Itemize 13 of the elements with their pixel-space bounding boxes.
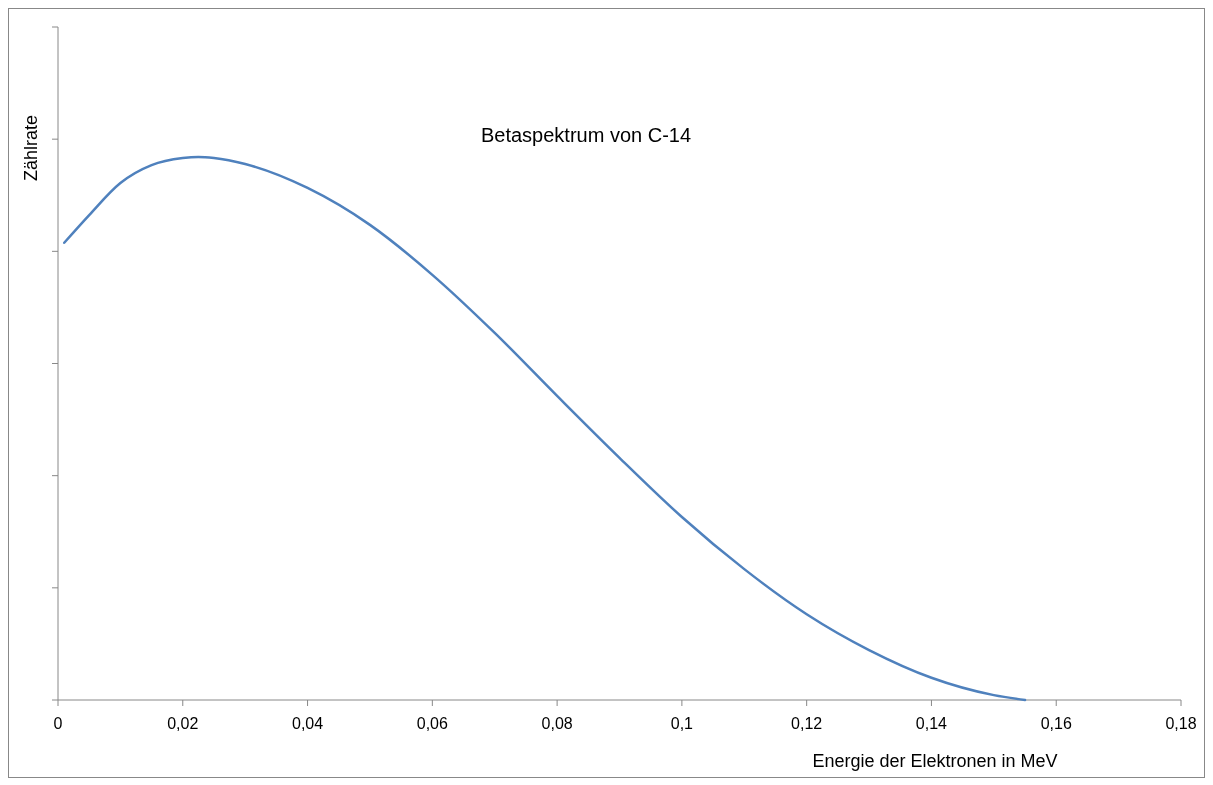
- x-tick-label: 0,14: [915, 715, 948, 732]
- x-tick-label: 0,08: [541, 715, 573, 732]
- x-tick-label: 0,02: [167, 715, 199, 732]
- y-axis-title: Zählrate: [21, 114, 41, 182]
- x-tick-label: 0: [53, 715, 63, 732]
- x-axis-title: Energie der Elektronen in MeV: [812, 751, 1058, 771]
- x-tick-label: 0,12: [791, 715, 823, 732]
- x-tick-label: 0,16: [1040, 715, 1072, 732]
- x-tick-label: 0,06: [416, 715, 449, 732]
- x-tick-label: 0,04: [291, 715, 324, 732]
- x-tick-label: 0,1: [670, 715, 694, 732]
- chart-title: Betaspektrum von C-14: [480, 124, 692, 146]
- x-tick-label: 0,18: [1165, 715, 1197, 732]
